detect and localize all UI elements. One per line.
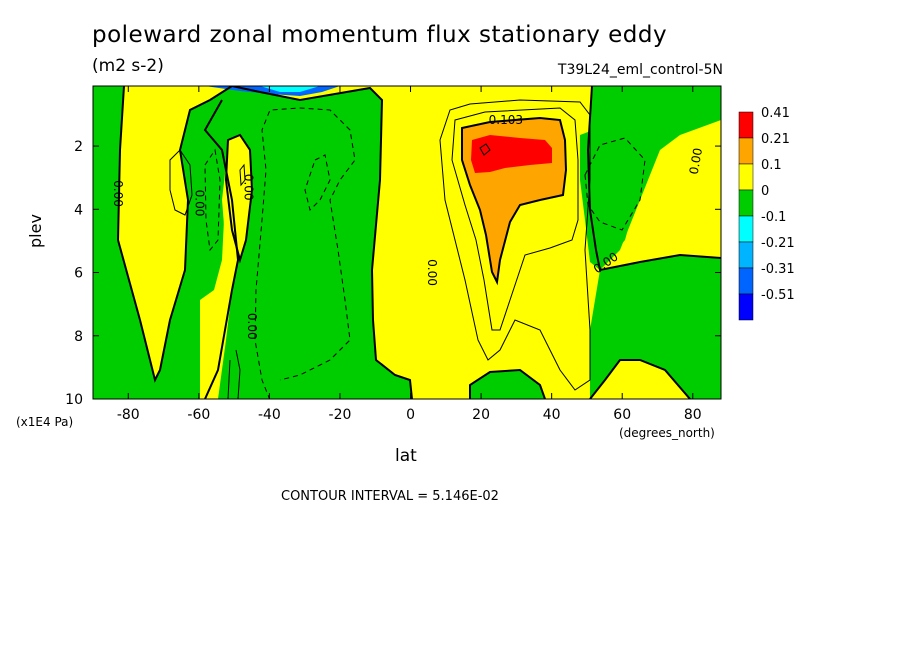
negative-region-right-lower [580,120,640,270]
legend-swatch [738,267,754,295]
thin-contour-left [169,149,193,216]
negative-region-bottom-right [590,255,721,399]
zero-contour-6 [469,368,546,399]
dashed-contour-2 [304,154,331,211]
y-tick-label: 4 [74,202,83,218]
positive-sliver-left [200,220,232,399]
contour-interval-label: CONTOUR INTERVAL = 5.146E-02 [281,489,499,504]
negative-strip-top-cyan [260,86,320,92]
legend-swatch [738,189,754,217]
x-tick-label: 60 [613,407,631,423]
legend-level-label: 0 [761,184,769,199]
y-tick-label: 6 [74,266,83,282]
y-axis-ticks: 2 4 6 8 10 [65,139,721,408]
zero-contour-7 [589,359,691,399]
chart-title: poleward zonal momentum flux stationary … [92,22,668,48]
contour-label: 0.103 [489,113,523,127]
zero-contour-5 [586,86,721,272]
legend-swatch [738,293,754,321]
zero-contour-3 [203,99,240,399]
legend-level-label: 0.41 [761,106,790,121]
x-tick-label: 20 [472,407,490,423]
thin-contour-mini [239,163,246,187]
legend-level-label: -0.31 [761,262,795,277]
legend-swatch [738,111,754,139]
x-tick-label: -80 [117,407,140,423]
dashed-contour-1 [254,107,356,399]
dataset-name: T39L24_eml_control-5N [557,62,723,78]
legend-swatch [738,241,754,269]
contour-label: 0.00 [111,180,125,207]
contour-label: 0.00 [192,190,206,217]
contour-0103 [461,116,568,286]
y-tick-label: 10 [65,392,83,408]
chart-units: (m2 s-2) [92,56,164,76]
x-tick-label: 80 [684,407,702,423]
color-legend: 0.41 0.21 0.1 0 -0.1 -0.21 -0.31 -0.51 [738,106,795,321]
zero-contour-1 [116,86,233,383]
contour-fill [93,86,721,399]
contour-label: 0.00 [425,259,439,286]
thin-contour-left-2 [227,349,241,399]
legend-swatch [738,137,754,165]
contour-thin-2 [439,99,591,391]
plot-frame [92,85,722,400]
x-axis-ticks: -80 -60 -40 -20 0 20 40 60 80 [117,86,702,423]
y-axis-units: (x1E4 Pa) [16,415,74,429]
dashed-contour-4 [584,137,646,231]
legend-level-label: -0.51 [761,288,795,303]
x-axis-units: (degrees_north) [619,426,715,440]
contour-label: 0.00 [245,313,259,340]
y-tick-label: 2 [74,139,83,155]
legend-level-label: -0.21 [761,236,795,251]
x-tick-label: 40 [543,407,561,423]
legend-swatch [738,163,754,191]
legend-level-label: 0.21 [761,132,790,147]
x-tick-label: -60 [187,407,210,423]
legend-level-label: -0.1 [761,210,786,225]
x-tick-label: 0 [406,407,415,423]
contour-thin-1 [451,107,579,331]
thin-contour-red [479,143,491,156]
zero-contour-4 [224,133,254,264]
contour-label: 0.00 [687,147,705,176]
dashed-contour-3 [204,148,221,252]
x-tick-label: -40 [258,407,281,423]
legend-swatch [738,215,754,243]
negative-region-bottom-mid [470,370,545,399]
contour-lines [116,86,721,399]
red-core [471,135,552,173]
negative-region-left [205,86,412,399]
zero-contour-2 [231,86,413,399]
legend-level-label: 0.1 [761,158,782,173]
y-tick-label: 8 [74,329,83,345]
x-tick-label: -20 [329,407,352,423]
negative-region-far-left [93,86,235,399]
contour-label: 0.00 [242,174,256,201]
x-axis-label: lat [395,446,417,466]
